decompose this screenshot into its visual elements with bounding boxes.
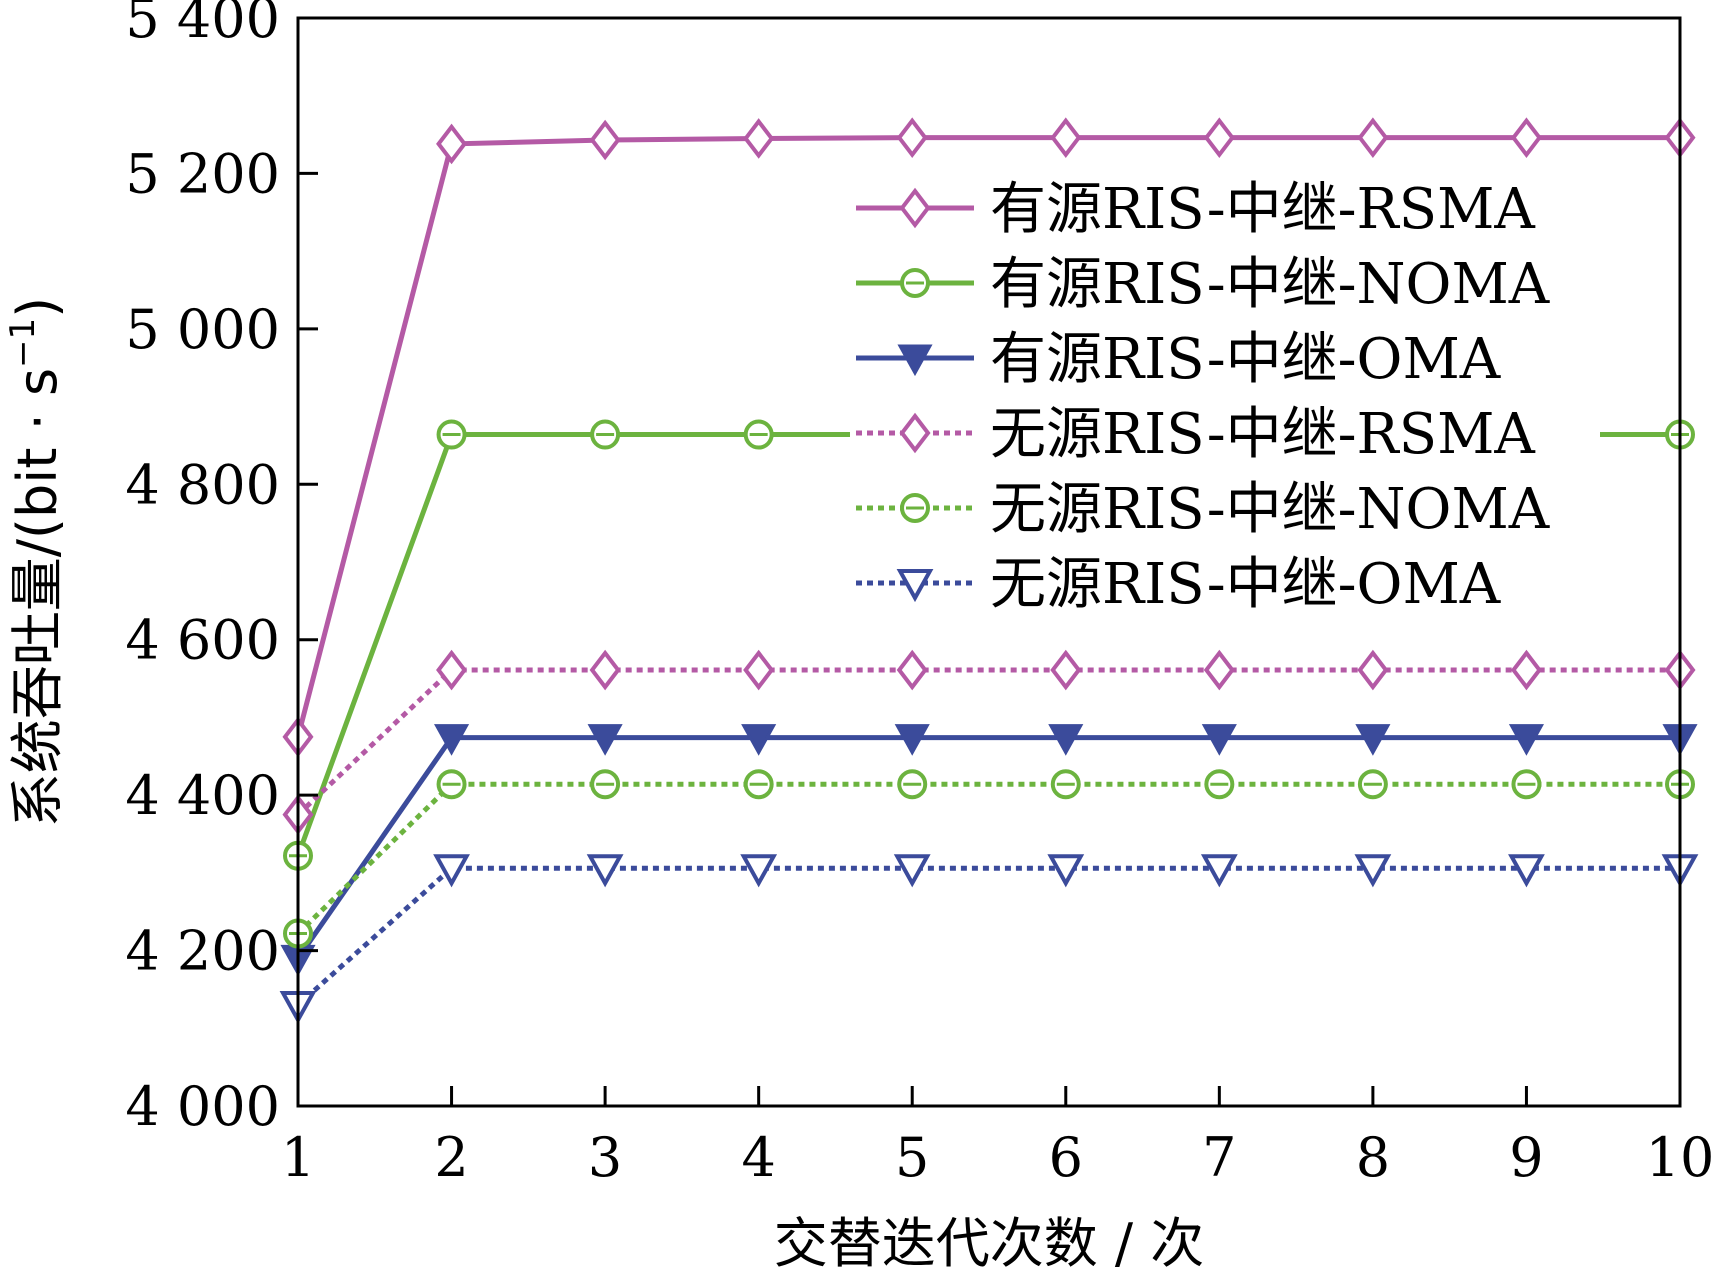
data-point xyxy=(1357,117,1389,158)
data-point xyxy=(1200,854,1238,888)
data-point xyxy=(743,118,775,159)
data-point xyxy=(587,724,623,756)
plot-area-frame xyxy=(296,16,1682,1108)
data-point xyxy=(1357,769,1388,800)
x-tick-label: 9 xyxy=(1509,1126,1543,1189)
data-point xyxy=(1050,117,1082,158)
data-point xyxy=(436,419,467,450)
legend-label: 有源RIS-中继-NOMA xyxy=(990,252,1550,317)
x-tick-label: 1 xyxy=(281,1126,315,1189)
data-point xyxy=(1510,117,1542,158)
legend-label: 有源RIS-中继-RSMA xyxy=(990,177,1535,242)
legend-swatch-marker xyxy=(900,493,930,523)
legend-swatch-marker xyxy=(896,569,934,603)
series-line xyxy=(296,667,1680,817)
data-point xyxy=(1048,724,1084,756)
x-tick-label: 8 xyxy=(1356,1126,1390,1189)
y-axis-title-main: 系统吞吐量/(bit · s xyxy=(6,368,69,827)
data-point xyxy=(590,419,621,450)
data-point xyxy=(1201,724,1237,756)
data-point xyxy=(1510,649,1542,691)
data-point xyxy=(1050,769,1081,800)
y-tick-label: 4 000 xyxy=(125,1075,280,1138)
data-point xyxy=(741,724,777,756)
x-tick-label: 6 xyxy=(1049,1126,1083,1189)
series-line xyxy=(295,735,1680,960)
data-point xyxy=(897,769,928,800)
x-tick-label: 2 xyxy=(434,1126,468,1189)
data-point xyxy=(589,119,621,161)
data-point xyxy=(743,769,774,800)
y-tick-label: 4 600 xyxy=(125,609,280,672)
legend-label: 无源RIS-中继-NOMA xyxy=(990,477,1550,542)
legend-label: 无源RIS-中继-RSMA xyxy=(990,402,1535,467)
legend-background xyxy=(850,172,1600,634)
data-point xyxy=(1203,649,1235,691)
legend-label: 无源RIS-中继-OMA xyxy=(990,552,1501,617)
data-point xyxy=(434,724,470,756)
legend: 有源RIS-中继-RSMA 有源RIS-中继-NOMA 有源RIS-中继-OMA 无源… xyxy=(850,172,1600,634)
legend-swatch-marker xyxy=(899,187,931,229)
data-point xyxy=(893,854,931,888)
data-point xyxy=(740,854,778,888)
data-point xyxy=(1357,649,1389,691)
x-tick-label: 4 xyxy=(741,1126,775,1189)
y-tick-label: 5 200 xyxy=(125,142,280,205)
data-point xyxy=(894,724,930,756)
y-tick-label: 4 200 xyxy=(125,920,280,983)
data-point xyxy=(743,649,775,691)
data-point xyxy=(1203,117,1235,158)
y-axis-title-close: ) xyxy=(6,297,69,318)
y-tick-label: 5 400 xyxy=(125,0,280,50)
legend-label: 有源RIS-中继-OMA xyxy=(990,327,1501,392)
x-axis-title: 交替迭代次数 / 次 xyxy=(774,1212,1205,1270)
data-point xyxy=(436,769,467,800)
data-point xyxy=(896,117,928,158)
data-point xyxy=(1508,854,1545,888)
x-tick-label: 5 xyxy=(895,1126,929,1189)
data-point xyxy=(1511,769,1542,800)
data-point xyxy=(586,854,624,888)
data-point xyxy=(1204,769,1235,800)
data-point xyxy=(1508,724,1544,756)
x-tick-label: 7 xyxy=(1202,1126,1236,1189)
y-axis-title: 系统吞吐量/(bit · s−1) xyxy=(3,297,69,828)
data-point xyxy=(1355,724,1391,756)
data-point xyxy=(1354,854,1392,888)
data-point xyxy=(436,649,468,691)
data-point xyxy=(1050,649,1082,691)
data-point xyxy=(589,649,621,691)
y-tick-label: 4 800 xyxy=(125,453,280,516)
legend-swatch-marker xyxy=(899,412,931,454)
x-tick-label: 10 xyxy=(1646,1126,1714,1189)
data-point xyxy=(743,419,774,450)
series-line xyxy=(296,865,1680,1007)
data-point xyxy=(433,854,470,888)
series-line xyxy=(296,781,1680,936)
data-point xyxy=(436,123,468,165)
legend-swatch-marker xyxy=(900,268,930,298)
y-tick-label: 5 000 xyxy=(125,298,280,361)
data-point xyxy=(896,649,928,691)
data-point xyxy=(1047,854,1085,888)
legend-swatch-marker xyxy=(897,344,933,377)
y-axis-title-superscript: −1 xyxy=(3,318,43,368)
x-tick-label: 3 xyxy=(588,1126,622,1189)
series-line xyxy=(295,135,1680,738)
data-point xyxy=(590,769,621,800)
axes-layer: 4 000 4 200 4 400 4 600 4 800 5 000 5 200 5 400… xyxy=(125,0,1714,1189)
y-tick-label: 4 400 xyxy=(125,764,280,827)
